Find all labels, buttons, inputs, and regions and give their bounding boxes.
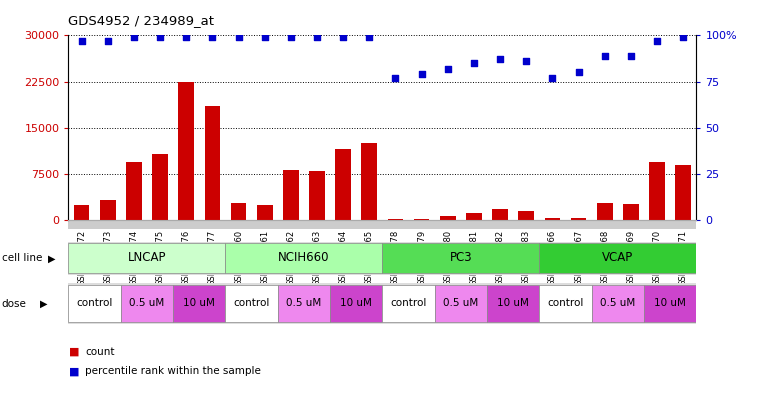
Text: dose: dose xyxy=(2,299,27,309)
Point xyxy=(232,34,244,40)
Bar xyxy=(121,285,174,322)
Bar xyxy=(330,285,383,322)
Text: ■: ■ xyxy=(68,366,79,376)
Bar xyxy=(231,203,247,220)
Bar xyxy=(225,243,383,274)
Text: 0.5 uM: 0.5 uM xyxy=(443,298,479,308)
Point xyxy=(75,38,88,44)
Bar xyxy=(257,205,272,220)
Point xyxy=(651,38,663,44)
Bar xyxy=(382,285,435,322)
Text: NCIH660: NCIH660 xyxy=(279,251,330,264)
Bar xyxy=(435,285,487,322)
Point xyxy=(206,34,218,40)
Text: LNCAP: LNCAP xyxy=(128,251,166,264)
Point xyxy=(546,75,559,81)
Text: control: control xyxy=(76,298,113,308)
Point xyxy=(363,34,375,40)
Bar xyxy=(361,143,377,220)
Point xyxy=(259,34,271,40)
Bar xyxy=(178,82,194,220)
Bar xyxy=(205,106,220,220)
Point xyxy=(154,34,166,40)
Bar xyxy=(278,285,330,322)
Bar xyxy=(336,149,351,220)
Bar xyxy=(414,219,429,220)
Point xyxy=(599,53,611,59)
Text: 10 uM: 10 uM xyxy=(497,298,529,308)
Bar xyxy=(440,217,456,220)
Text: GDS4952 / 234989_at: GDS4952 / 234989_at xyxy=(68,14,215,27)
Bar xyxy=(74,205,90,220)
Bar xyxy=(174,285,225,322)
Bar xyxy=(492,209,508,220)
Bar xyxy=(225,285,278,322)
Bar xyxy=(152,154,168,220)
Point xyxy=(311,34,323,40)
Bar xyxy=(518,211,534,220)
Bar xyxy=(545,218,560,220)
Bar xyxy=(382,243,540,274)
Bar xyxy=(623,204,638,220)
Point xyxy=(285,34,297,40)
Text: control: control xyxy=(390,298,427,308)
Point xyxy=(625,53,637,59)
Text: 0.5 uM: 0.5 uM xyxy=(600,298,635,308)
Text: control: control xyxy=(234,298,270,308)
Text: VCAP: VCAP xyxy=(602,251,633,264)
Bar xyxy=(487,285,540,322)
Text: 10 uM: 10 uM xyxy=(340,298,372,308)
Text: ▶: ▶ xyxy=(40,299,47,309)
Text: control: control xyxy=(547,298,584,308)
Bar xyxy=(309,171,325,220)
Bar xyxy=(540,285,592,322)
Bar xyxy=(597,203,613,220)
Bar xyxy=(387,219,403,220)
Point xyxy=(390,75,402,81)
Bar xyxy=(644,285,696,322)
Text: 0.5 uM: 0.5 uM xyxy=(286,298,322,308)
Point xyxy=(180,34,193,40)
Text: percentile rank within the sample: percentile rank within the sample xyxy=(85,366,261,376)
Point xyxy=(494,56,506,62)
Text: 10 uM: 10 uM xyxy=(654,298,686,308)
Point xyxy=(521,58,533,64)
Point xyxy=(128,34,140,40)
Bar xyxy=(571,218,587,220)
Point xyxy=(441,66,454,72)
Bar xyxy=(126,162,142,220)
Point xyxy=(677,34,689,40)
Text: count: count xyxy=(85,347,115,357)
Bar xyxy=(649,162,665,220)
Point xyxy=(337,34,349,40)
Text: PC3: PC3 xyxy=(450,251,472,264)
Bar xyxy=(68,285,121,322)
Bar xyxy=(283,170,298,220)
Text: ■: ■ xyxy=(68,347,79,357)
Point xyxy=(102,38,114,44)
Point xyxy=(572,69,584,75)
Text: 0.5 uM: 0.5 uM xyxy=(129,298,164,308)
Bar xyxy=(592,285,644,322)
Bar xyxy=(100,200,116,220)
Bar xyxy=(466,213,482,220)
Point xyxy=(416,71,428,77)
Text: ▶: ▶ xyxy=(48,253,56,263)
Text: cell line: cell line xyxy=(2,253,42,263)
Point xyxy=(468,60,480,66)
Bar xyxy=(676,165,691,220)
Bar xyxy=(68,220,696,230)
Bar xyxy=(68,243,225,274)
Bar xyxy=(540,243,696,274)
Text: 10 uM: 10 uM xyxy=(183,298,215,308)
